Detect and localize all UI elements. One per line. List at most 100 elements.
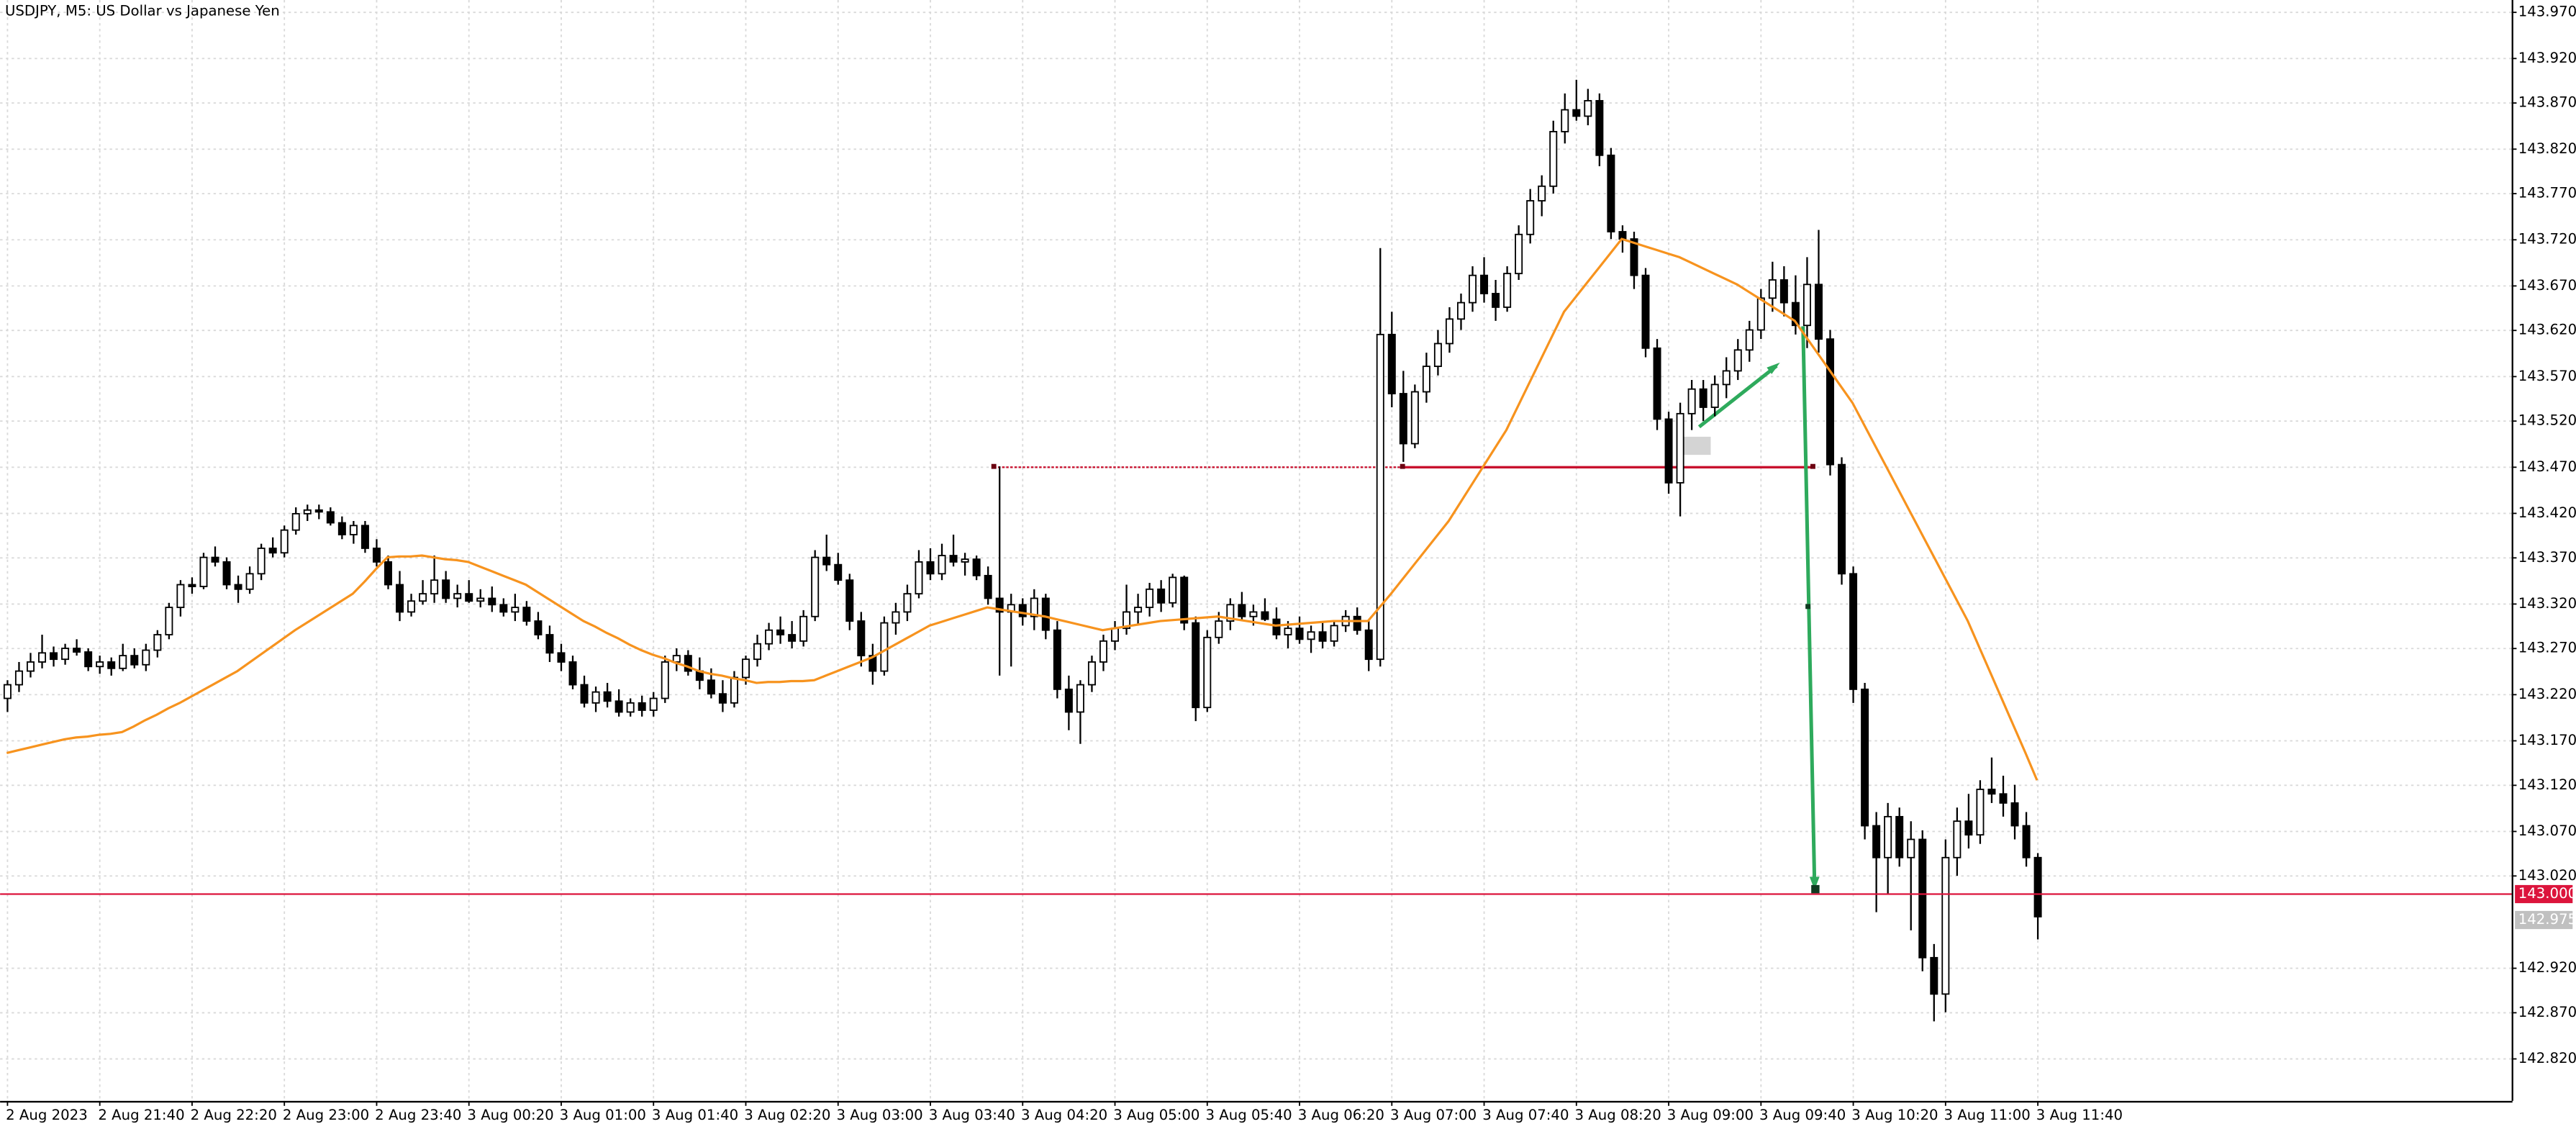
candle-body	[257, 548, 266, 575]
candle-body	[938, 555, 946, 575]
candle-body	[107, 661, 116, 669]
x-tick-label: 3 Aug 11:40	[2036, 1107, 2123, 1123]
y-tick-label: 142.920	[2518, 959, 2576, 976]
candle-body	[892, 611, 900, 624]
candle-body	[568, 661, 577, 686]
y-tick-label: 143.820	[2518, 140, 2576, 157]
arrow-head	[1767, 362, 1780, 374]
candle-body	[303, 509, 312, 515]
x-tick-label: 3 Aug 05:40	[1205, 1107, 1292, 1123]
candle-body	[1157, 588, 1166, 604]
candle-body	[268, 548, 277, 554]
candle-body	[799, 615, 808, 642]
candle-body	[3, 684, 12, 699]
candle-body	[1376, 333, 1384, 661]
axes: 143.970 143.920 143.870 143.820 143.770 143.7…	[6, 4, 2576, 1123]
candle-body	[1884, 815, 1892, 858]
candle-body	[522, 607, 531, 622]
candle-body	[2033, 856, 2042, 917]
candle-body	[1503, 273, 1512, 308]
candle-body	[1469, 274, 1477, 304]
y-tick-label: 143.870	[2518, 94, 2576, 111]
candle-body	[84, 651, 93, 668]
candle-body	[1433, 343, 1442, 368]
candle-body	[1999, 793, 2008, 804]
candle-body	[61, 648, 70, 661]
candle-body	[1076, 684, 1084, 713]
candle-body	[765, 629, 774, 645]
candle-body	[280, 529, 289, 554]
candle-body	[1953, 820, 1962, 858]
candle-body	[811, 556, 820, 617]
candle-body	[1687, 388, 1696, 414]
y-tick-label: 143.570	[2518, 368, 2576, 384]
candle-body	[430, 579, 439, 595]
y-tick-label: 142.820	[2518, 1050, 2576, 1066]
candle-body	[130, 655, 139, 666]
candle-body	[1364, 629, 1373, 661]
candle-body	[718, 693, 727, 704]
candle-body	[649, 697, 658, 711]
x-tick-label: 3 Aug 03:00	[836, 1107, 922, 1123]
anchor-point	[1810, 463, 1815, 469]
y-tick-label: 143.320	[2518, 595, 2576, 612]
candle-body	[1572, 109, 1581, 117]
candle-body	[741, 658, 750, 679]
y-tick-label: 143.070	[2518, 822, 2576, 839]
candle-body	[372, 548, 381, 563]
candle-body	[580, 684, 589, 704]
x-tick-label: 2 Aug 23:00	[283, 1107, 369, 1123]
candle-body	[1895, 815, 1904, 858]
candle-body	[1941, 856, 1950, 995]
candle-body	[1353, 615, 1361, 631]
last-price-box	[2515, 910, 2573, 930]
candle-body	[776, 629, 785, 635]
y-tick-label: 143.920	[2518, 50, 2576, 66]
candle-body	[1756, 297, 1765, 331]
candle-body	[1192, 622, 1200, 709]
candle-body	[38, 652, 47, 663]
candle-body	[1987, 789, 1996, 795]
trend-arrow	[1697, 364, 1778, 429]
candle-body	[1710, 384, 1719, 408]
candle-body	[1456, 302, 1465, 320]
candle-body	[234, 584, 242, 590]
highlight-box	[1681, 436, 1711, 456]
candle-body	[1041, 597, 1050, 631]
candle-body	[984, 574, 992, 599]
candle-body	[1318, 631, 1327, 642]
x-tick-label: 2 Aug 23:40	[375, 1107, 461, 1123]
x-tick-label: 3 Aug 10:20	[1851, 1107, 1938, 1123]
x-tick-label: 3 Aug 09:40	[1759, 1107, 1846, 1123]
y-tick-label: 143.770	[2518, 185, 2576, 201]
candle-body	[1549, 131, 1558, 187]
candle-body	[869, 655, 877, 672]
x-tick-label: 3 Aug 08:20	[1575, 1107, 1661, 1123]
candle-body	[730, 676, 738, 704]
candle-body	[1630, 238, 1638, 276]
candle-body	[1249, 611, 1258, 617]
anchor-point	[1811, 884, 1820, 894]
candle-body	[1641, 274, 1650, 349]
candle-body	[442, 579, 450, 599]
candle-body	[1802, 284, 1811, 327]
candle-body	[1064, 688, 1073, 713]
candle-body	[1515, 233, 1523, 275]
candle-body	[1561, 109, 1569, 132]
candle-body	[499, 604, 508, 613]
y-tick-label: 142.870	[2518, 1004, 2576, 1020]
moving-average	[6, 237, 2038, 781]
candle-body	[995, 597, 1004, 613]
x-tick-label: 2 Aug 21:40	[98, 1107, 184, 1123]
candle-body	[291, 512, 300, 531]
drawings	[991, 326, 1820, 894]
y-tick-label: 143.020	[2518, 867, 2576, 884]
candle-body	[1838, 463, 1846, 575]
candle-body	[396, 584, 404, 613]
anchor-point	[1805, 604, 1811, 609]
y-tick-label: 143.670	[2518, 277, 2576, 294]
candle-body	[153, 634, 162, 651]
candle-body	[2022, 825, 2031, 858]
y-tick-label: 143.620	[2518, 322, 2576, 338]
